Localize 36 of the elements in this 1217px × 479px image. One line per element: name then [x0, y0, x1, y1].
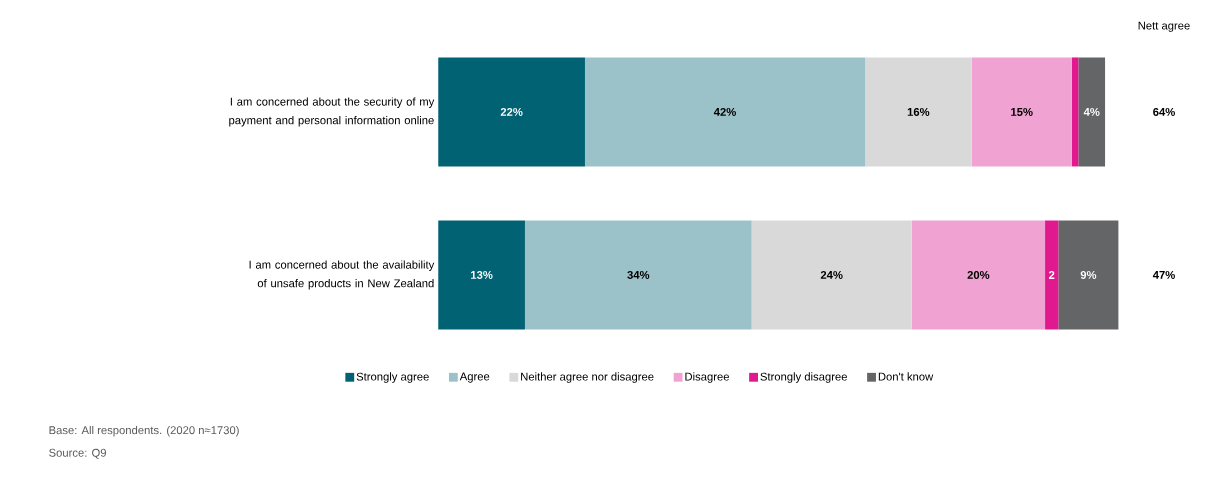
bar	[971, 57, 1072, 167]
bar	[865, 57, 972, 167]
legend-label: Strongly agree	[356, 372, 429, 383]
bar	[1071, 57, 1079, 167]
data-label: 9%	[1080, 270, 1097, 279]
data-label: 15%	[1011, 107, 1033, 116]
data-label: 4%	[1083, 107, 1100, 116]
source-note: Source: Q9	[49, 448, 106, 459]
bar	[584, 57, 866, 167]
data-label: 34%	[627, 270, 650, 279]
text: 64%	[1153, 107, 1175, 116]
legend-label: Agree	[459, 372, 490, 383]
bar	[1058, 220, 1119, 330]
y-tick-label: I am concerned about the security of my payment and personal information online	[229, 97, 435, 127]
data-label: 22%	[500, 107, 523, 116]
bar	[438, 57, 585, 167]
legend-label: Don't know	[878, 372, 934, 381]
data-label: 13%	[471, 270, 493, 279]
bar	[438, 220, 525, 330]
bar	[524, 220, 752, 330]
data-label: 2	[1048, 270, 1055, 279]
bar	[751, 220, 912, 330]
text: 47%	[1152, 270, 1175, 279]
text: Base: All respondents. (2020 n≈1730)	[49, 425, 239, 437]
bar	[1045, 220, 1059, 330]
bar	[1078, 57, 1106, 167]
data-label: 20%	[967, 270, 990, 279]
data-label: 42%	[713, 107, 736, 116]
legend-label: Strongly disagree	[760, 372, 847, 383]
legend-label: Disagree	[685, 372, 729, 383]
text: Nett agree	[1138, 21, 1190, 32]
bar	[911, 220, 1046, 330]
legend-label: Neither agree nor disagree	[521, 372, 654, 383]
data-label: 16%	[907, 107, 930, 116]
data-label: 24%	[820, 270, 843, 279]
y-tick-label: I am concerned about the availability of unsafe products in New Zealand	[249, 260, 435, 290]
